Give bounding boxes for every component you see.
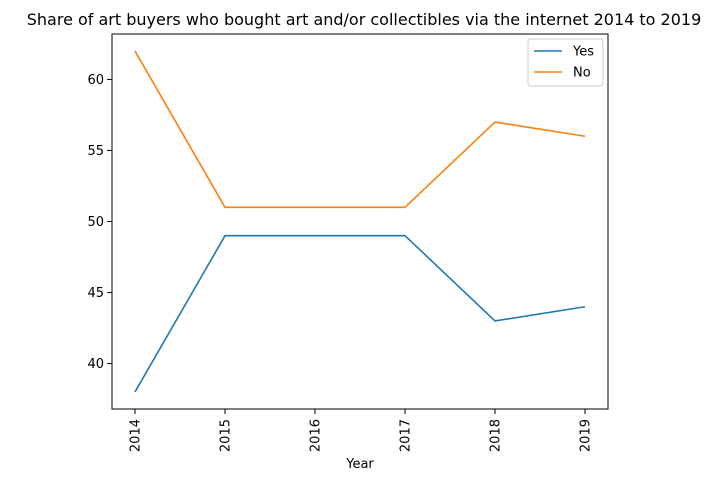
x-tick-label: 2018 (489, 419, 504, 452)
x-tick-label: 2016 (309, 419, 324, 452)
y-tick-label: 60 (87, 73, 104, 88)
y-tick-label: 55 (87, 144, 104, 159)
series-line-no (134, 50, 586, 209)
series-layer (134, 50, 586, 393)
legend: Yes No (527, 38, 604, 87)
x-tick-label: 2019 (579, 419, 594, 452)
y-tick-label: 45 (87, 286, 104, 301)
y-tick-label: 50 (87, 215, 104, 230)
legend-label: No (573, 66, 591, 81)
legend-label: Yes (572, 45, 594, 60)
x-tick-label: 2017 (399, 419, 414, 452)
x-tick-label: 2015 (219, 419, 234, 452)
y-tick-label: 40 (87, 357, 104, 372)
x-tick-label: 2014 (129, 419, 144, 452)
plot-area (111, 33, 609, 410)
x-axis: 2014 2015 2016 2017 2018 2019 (129, 409, 594, 452)
series-line-yes (134, 234, 586, 393)
chart-title: Share of art buyers who bought art and/o… (27, 10, 702, 29)
y-axis: 40 45 50 55 60 (87, 73, 112, 372)
x-axis-label: Year (345, 457, 374, 472)
